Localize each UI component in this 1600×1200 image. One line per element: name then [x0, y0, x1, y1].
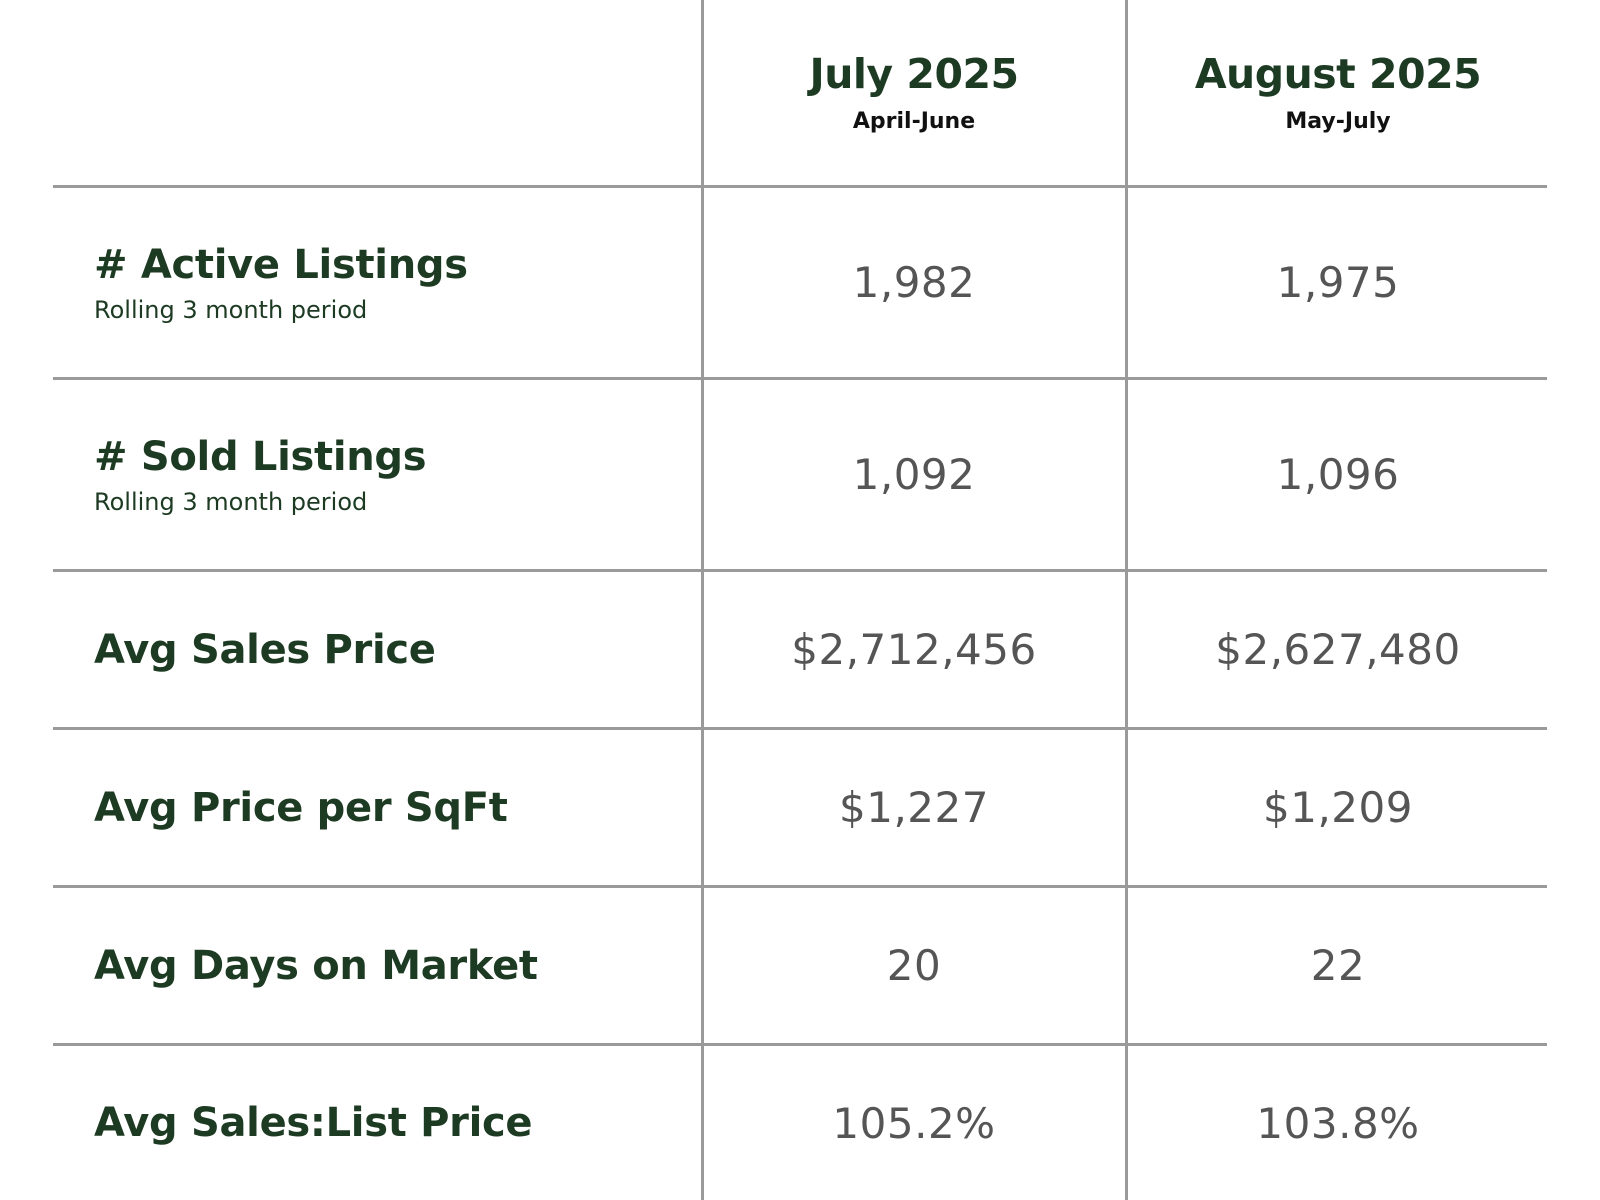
row-label: # Active Listings Rolling 3 month period [94, 188, 468, 377]
table-row-avg-price-per-sqft: Avg Price per SqFt $1,227 $1,209 [0, 730, 1600, 885]
row-subtitle: Rolling 3 month period [94, 295, 368, 324]
value-july: 1,982 [852, 258, 976, 307]
row-divider [53, 569, 1547, 572]
column-subtitle: May-July [1285, 109, 1391, 135]
column-divider [701, 0, 704, 1200]
value-august: 103.8% [1256, 1098, 1420, 1148]
row-title: Avg Sales Price [94, 626, 436, 673]
row-label: Avg Price per SqFt [94, 730, 508, 885]
value-july: $1,227 [839, 783, 989, 832]
row-label: # Sold Listings Rolling 3 month period [94, 380, 427, 569]
row-title: Avg Price per SqFt [94, 784, 508, 831]
value-august: 1,975 [1276, 258, 1400, 307]
table-row-active-listings: # Active Listings Rolling 3 month period… [0, 188, 1600, 377]
row-label: Avg Sales Price [94, 572, 436, 727]
table-row-sold-listings: # Sold Listings Rolling 3 month period 1… [0, 380, 1600, 569]
column-title: August 2025 [1194, 49, 1482, 98]
row-subtitle: Rolling 3 month period [94, 487, 368, 516]
row-divider [53, 885, 1547, 888]
row-title: # Active Listings [94, 241, 468, 288]
column-header-august: August 2025 May-July [1127, 0, 1549, 186]
value-august: 22 [1310, 941, 1366, 990]
row-divider [53, 1043, 1547, 1046]
table-row-avg-sales-price: Avg Sales Price $2,712,456 $2,627,480 [0, 572, 1600, 727]
table-row-avg-days-on-market: Avg Days on Market 20 22 [0, 888, 1600, 1043]
row-title: # Sold Listings [94, 433, 427, 480]
row-divider [53, 185, 1547, 188]
value-july: 105.2% [832, 1098, 996, 1148]
value-august: $1,209 [1263, 783, 1413, 832]
row-label: Avg Days on Market [94, 888, 538, 1043]
value-july: $2,712,456 [791, 625, 1037, 674]
column-header-july: July 2025 April-June [703, 0, 1125, 186]
row-title: Avg Days on Market [94, 942, 538, 989]
value-august: 1,096 [1276, 450, 1400, 499]
row-label: Avg Sales:List Price [94, 1046, 533, 1200]
row-title: Avg Sales:List Price [94, 1100, 533, 1146]
column-subtitle: April-June [852, 109, 976, 135]
column-divider [1125, 0, 1128, 1200]
value-july: 20 [886, 941, 942, 990]
column-title: July 2025 [809, 49, 1019, 98]
row-divider [53, 727, 1547, 730]
value-july: 1,092 [852, 450, 976, 499]
row-divider [53, 377, 1547, 380]
value-august: $2,627,480 [1215, 625, 1461, 674]
table-row-avg-sales-list-price: Avg Sales:List Price 105.2% 103.8% [0, 1046, 1600, 1200]
